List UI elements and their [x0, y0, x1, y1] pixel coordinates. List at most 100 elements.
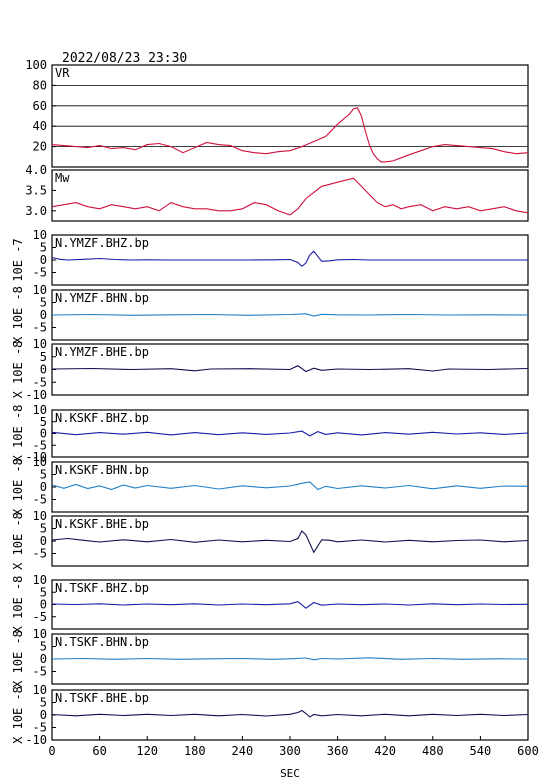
y-tick-label: 10: [33, 403, 47, 417]
panel-label: N.YMZF.BHN.bp: [55, 291, 149, 305]
y-tick-label: -5: [33, 266, 47, 280]
panel-frame: [51, 64, 529, 168]
y-tick-label: 0: [40, 363, 47, 377]
y-tick-label: 10: [33, 573, 47, 587]
y-unit-label: X 10E -8: [11, 286, 25, 344]
series-line: [51, 177, 529, 216]
panel-label: N.TSKF.BHE.bp: [55, 691, 149, 705]
series-line: [51, 709, 529, 718]
series-line: [51, 481, 529, 491]
panel-label: N.TSKF.BHZ.bp: [55, 581, 149, 595]
series-line: [51, 365, 529, 373]
x-tick-label: 300: [279, 744, 301, 758]
y-tick-label: 0: [40, 480, 47, 494]
x-tick-label: 540: [470, 744, 492, 758]
panel-label: N.YMZF.BHZ.bp: [55, 236, 149, 250]
y-tick-label: 60: [33, 99, 47, 113]
y-tick-label: 0: [40, 652, 47, 666]
panel-label: N.YMZF.BHE.bp: [55, 345, 149, 359]
y-unit-label: X 10E -8: [11, 630, 25, 688]
y-tick-label: -5: [33, 547, 47, 561]
y-tick-label: -10: [25, 733, 47, 747]
y-tick-label: 10: [33, 683, 47, 697]
x-tick-label: 360: [327, 744, 349, 758]
panel-label: N.TSKF.BHN.bp: [55, 635, 149, 649]
panel-label: VR: [55, 66, 70, 80]
panel-frame: [51, 169, 529, 222]
x-axis: 0 60 120 180 240 300 360 420 480 540 600: [48, 736, 539, 758]
y-unit-label: X 10E -8: [11, 458, 25, 516]
series-line: [51, 530, 529, 554]
y-unit-label: X 10E -8: [11, 576, 25, 634]
y-tick-label: -5: [33, 610, 47, 624]
y-tick-label: -5: [33, 721, 47, 735]
series-line: [51, 430, 529, 437]
series-line: [51, 250, 528, 268]
y-tick-label: 5: [40, 522, 47, 536]
y-tick-label: 10: [33, 228, 47, 242]
y-tick-label: 10: [33, 283, 47, 297]
y-tick-label: 0: [40, 427, 47, 441]
y-tick-label: 0: [40, 534, 47, 548]
y-tick-label: 20: [33, 140, 47, 154]
y-tick-label: 10: [33, 337, 47, 351]
y-tick-label: 3.0: [25, 204, 47, 218]
y-tick-label: -5: [33, 493, 47, 507]
x-tick-label: 480: [422, 744, 444, 758]
y-tick-label: 5: [40, 696, 47, 710]
series-line: [51, 657, 529, 661]
x-tick-label: 60: [92, 744, 106, 758]
series-line: [51, 600, 529, 609]
y-tick-label: 10: [33, 627, 47, 641]
y-tick-label: 10: [33, 455, 47, 469]
y-tick-label: 80: [33, 78, 47, 92]
panel-label: Mw: [55, 171, 70, 185]
y-unit-label: X 10E -8: [11, 341, 25, 399]
y-tick-label: 0: [40, 253, 47, 267]
panel-label: N.KSKF.BHZ.bp: [55, 411, 149, 425]
series-line: [51, 313, 529, 317]
y-tick-label: -5: [33, 438, 47, 452]
y-tick-label: 0: [40, 308, 47, 322]
y-unit-label: 10E -7: [11, 238, 25, 281]
y-tick-label: -5: [33, 321, 47, 335]
y-unit-label: X 10E -8: [11, 512, 25, 570]
y-unit-label: X 10E -8: [11, 405, 25, 463]
x-tick-label: 120: [136, 744, 158, 758]
y-tick-label: -5: [33, 375, 47, 389]
x-axis-label: SEC: [280, 767, 300, 780]
x-tick-label: 180: [184, 744, 206, 758]
y-tick-label: -10: [25, 388, 47, 402]
y-unit-label: X 10E -8: [11, 686, 25, 744]
x-tick-label: 0: [48, 744, 55, 758]
panel-vr: 100 80 60 40 20 VR: [25, 58, 529, 168]
x-tick-label: 240: [232, 744, 254, 758]
y-tick-label: -10: [25, 450, 47, 464]
y-tick-label: 5: [40, 350, 47, 364]
y-tick-label: 0: [40, 708, 47, 722]
y-tick-label: 5: [40, 241, 47, 255]
y-tick-label: 4.0: [25, 163, 47, 177]
series-line: [51, 107, 529, 163]
y-tick-label: 5: [40, 640, 47, 654]
y-tick-label: 5: [40, 468, 47, 482]
y-tick-label: 5: [40, 585, 47, 599]
panel-mw: 4.0 3.5 3.0 Mw: [25, 163, 529, 222]
timestamp-label: 2022/08/23 23:30: [62, 51, 187, 66]
y-tick-label: 3.5: [25, 183, 47, 197]
y-tick-label: 100: [25, 58, 47, 72]
x-tick-label: 600: [517, 744, 539, 758]
panel-label: N.KSKF.BHN.bp: [55, 463, 149, 477]
x-tick-label: 420: [374, 744, 396, 758]
